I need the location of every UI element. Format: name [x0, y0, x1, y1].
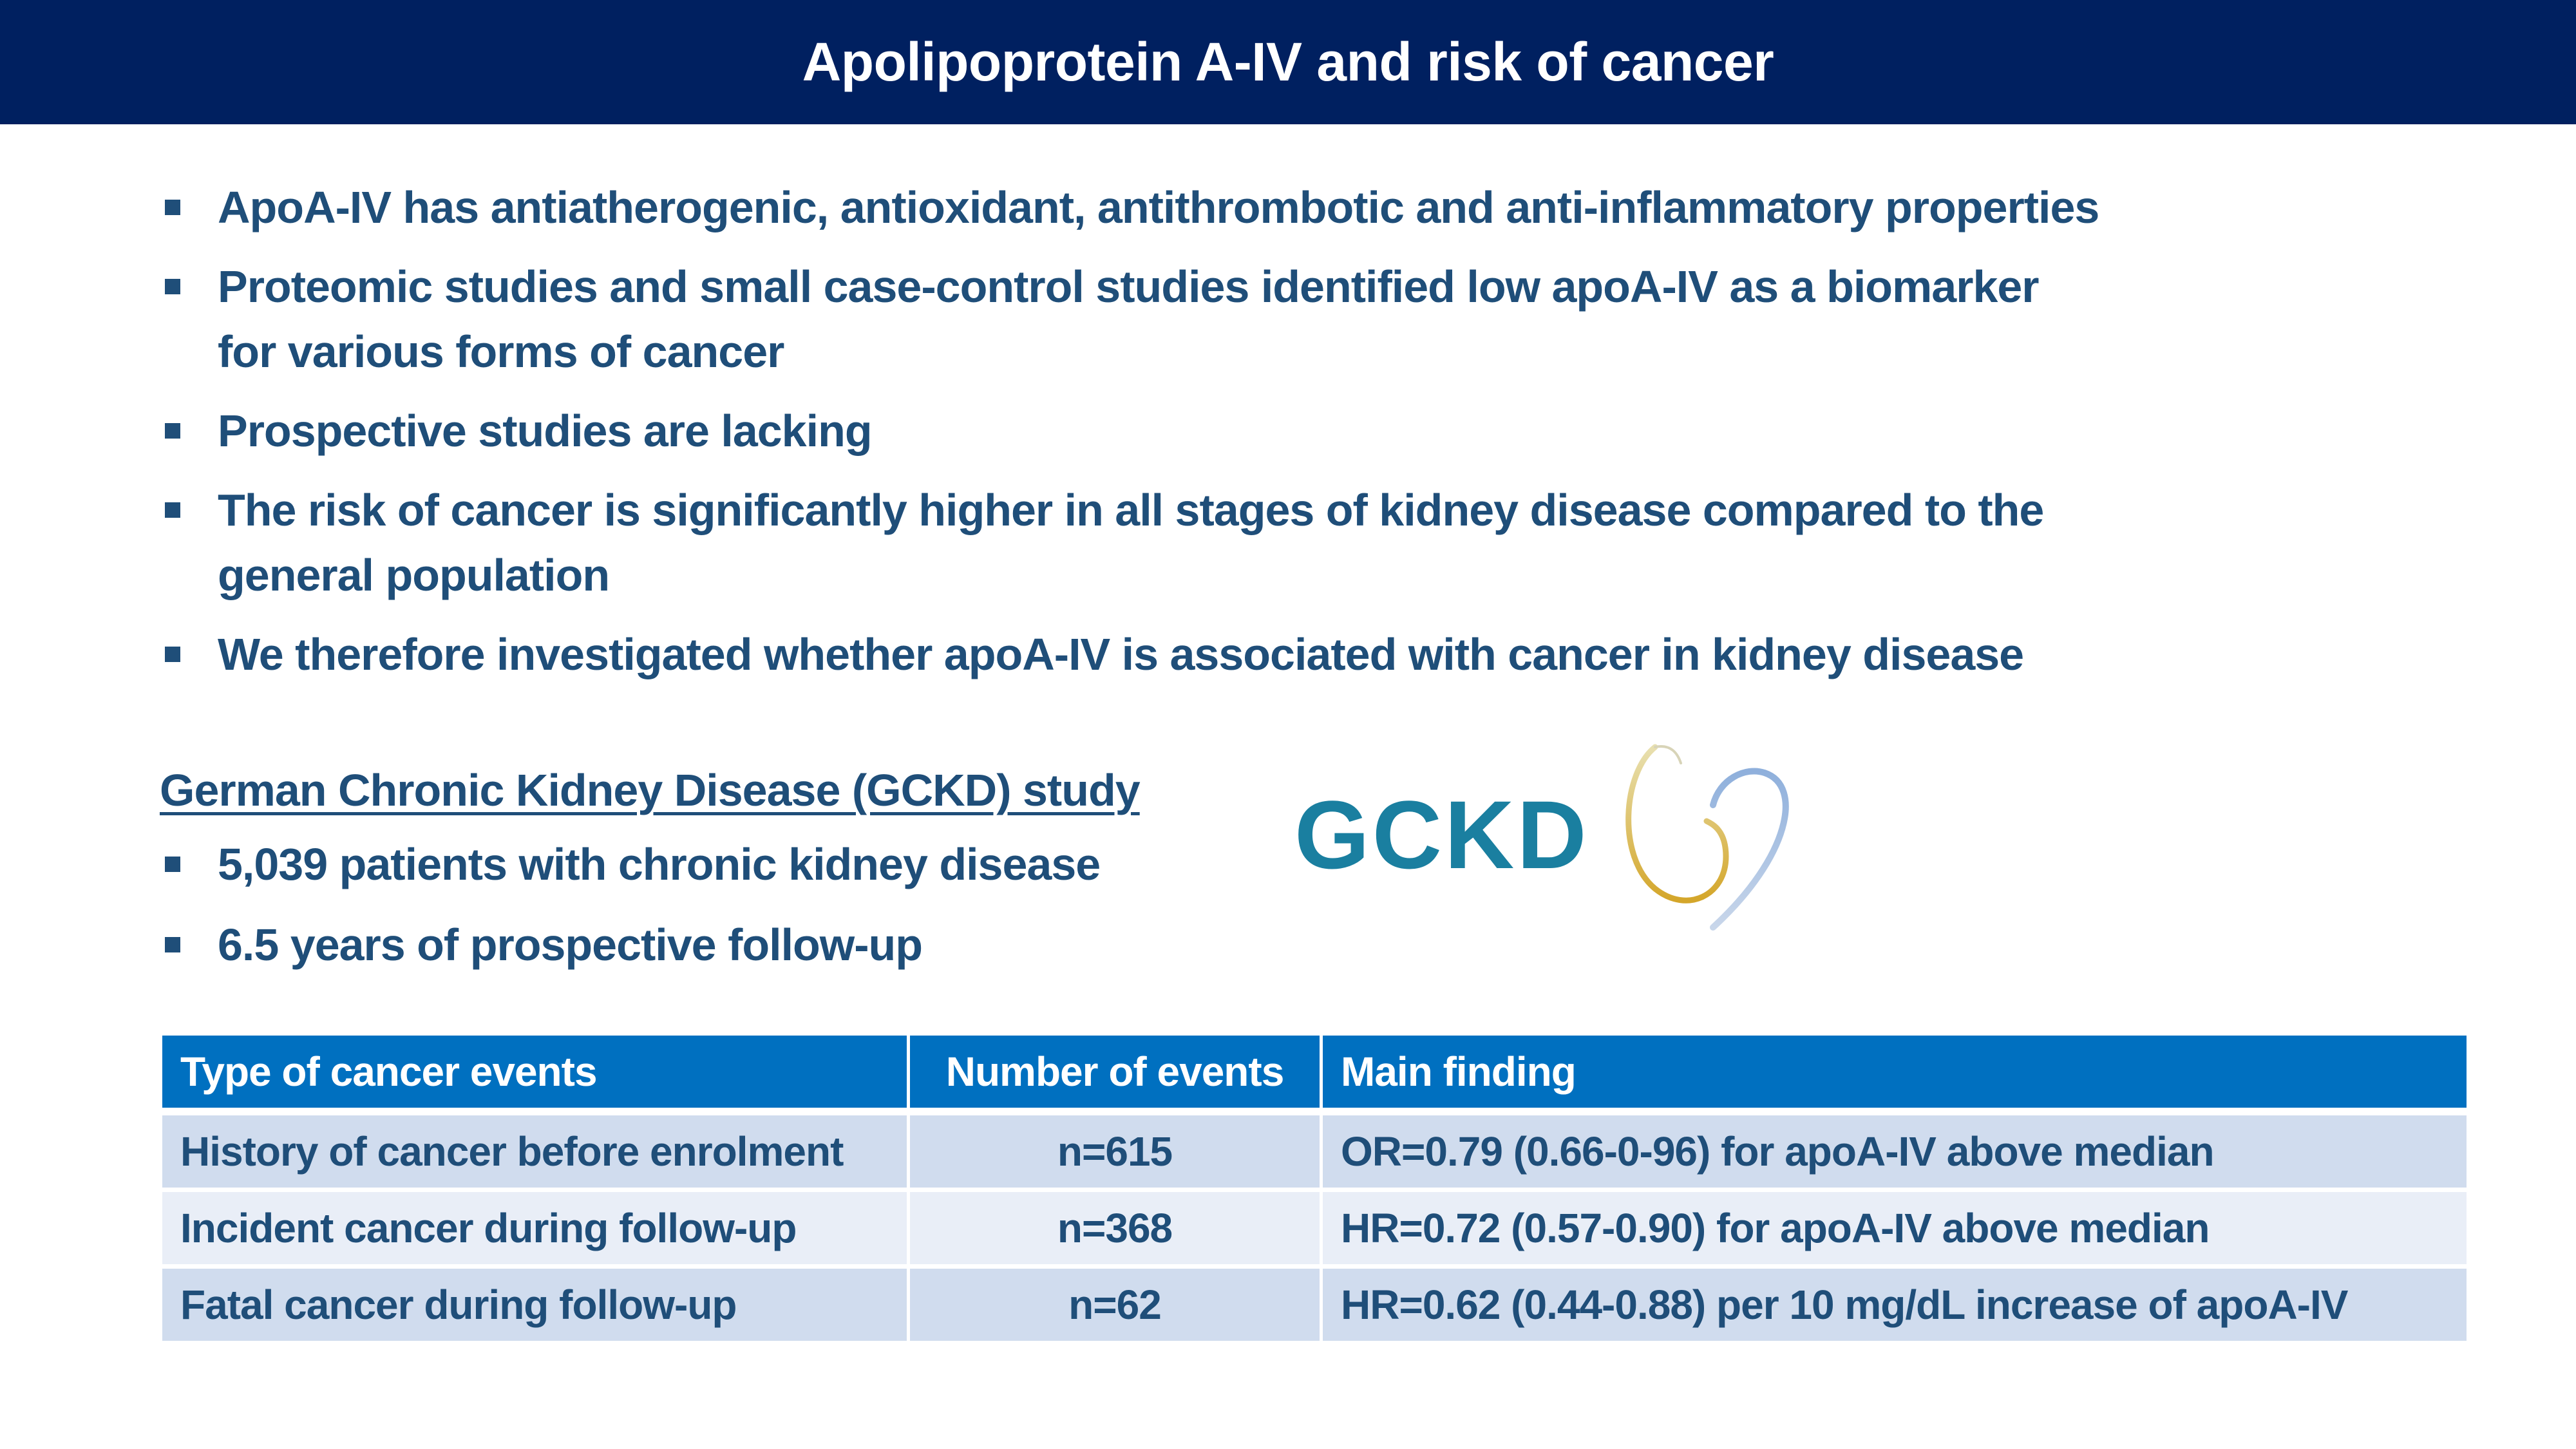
square-bullet-icon — [165, 857, 180, 872]
cell-events: n=368 — [910, 1192, 1323, 1269]
table-header-row: Type of cancer events Number of events M… — [162, 1036, 2467, 1115]
bullet-item: ApoA-IV has antiatherogenic, antioxidant… — [160, 175, 2478, 240]
square-bullet-icon — [165, 200, 180, 215]
cell-type: Incident cancer during follow-up — [162, 1192, 910, 1269]
column-header-events: Number of events — [910, 1036, 1323, 1115]
column-header-type: Type of cancer events — [162, 1036, 910, 1115]
bullet-text-continued: for various forms of cancer — [218, 327, 784, 377]
square-bullet-icon — [165, 502, 180, 518]
kidney-swirl-icon — [1625, 744, 1789, 931]
square-bullet-icon — [165, 937, 180, 952]
cell-finding: HR=0.72 (0.57-0.90) for apoA-IV above me… — [1323, 1192, 2467, 1269]
bullet-text: 6.5 years of prospective follow-up — [218, 920, 923, 970]
bullet-text: The risk of cancer is significantly high… — [218, 485, 2044, 535]
study-bullet: 6.5 years of prospective follow-up — [160, 913, 1140, 978]
table-row: History of cancer before enrolment n=615… — [162, 1115, 2467, 1192]
cell-events: n=615 — [910, 1115, 1323, 1192]
table-row: Fatal cancer during follow-up n=62 HR=0.… — [162, 1269, 2467, 1345]
square-bullet-icon — [165, 647, 180, 662]
gckd-logo: GCKD — [1282, 721, 1861, 940]
column-header-finding: Main finding — [1323, 1036, 2467, 1115]
bullet-text: 5,039 patients with chronic kidney disea… — [218, 839, 1101, 889]
cell-finding: OR=0.79 (0.66-0-96) for apoA-IV above me… — [1323, 1115, 2467, 1192]
bullet-text: We therefore investigated whether apoA-I… — [218, 629, 2024, 679]
cell-type: Fatal cancer during follow-up — [162, 1269, 910, 1345]
square-bullet-icon — [165, 423, 180, 439]
bullet-text: Proteomic studies and small case-control… — [218, 261, 2040, 312]
bullet-text: ApoA-IV has antiatherogenic, antioxidant… — [218, 182, 2099, 232]
study-bullet: 5,039 patients with chronic kidney disea… — [160, 832, 1140, 897]
cell-events: n=62 — [910, 1269, 1323, 1345]
study-heading: German Chronic Kidney Disease (GCKD) stu… — [160, 765, 1141, 815]
slide-title: Apolipoprotein A-IV and risk of cancer — [802, 32, 1774, 92]
bullet-item: Prospective studies are lacking — [160, 399, 2478, 464]
bullet-text: Prospective studies are lacking — [218, 406, 873, 456]
bullet-item: The risk of cancer is significantly high… — [160, 478, 2478, 608]
cancer-findings-table: Type of cancer events Number of events M… — [162, 1036, 2467, 1345]
cell-finding: HR=0.62 (0.44-0.88) per 10 mg/dL increas… — [1323, 1269, 2467, 1345]
bullet-item: Proteomic studies and small case-control… — [160, 254, 2478, 384]
cell-type: History of cancer before enrolment — [162, 1115, 910, 1192]
square-bullet-icon — [165, 279, 180, 294]
title-bar: Apolipoprotein A-IV and risk of cancer — [0, 0, 2576, 124]
intro-bullet-list: ApoA-IV has antiatherogenic, antioxidant… — [160, 175, 2478, 701]
study-section: German Chronic Kidney Disease (GCKD) stu… — [160, 755, 1141, 993]
bullet-item: We therefore investigated whether apoA-I… — [160, 622, 2478, 687]
gckd-logo-text: GCKD — [1294, 781, 1589, 889]
table-row: Incident cancer during follow-up n=368 H… — [162, 1192, 2467, 1269]
bullet-text-continued: general population — [218, 550, 610, 600]
